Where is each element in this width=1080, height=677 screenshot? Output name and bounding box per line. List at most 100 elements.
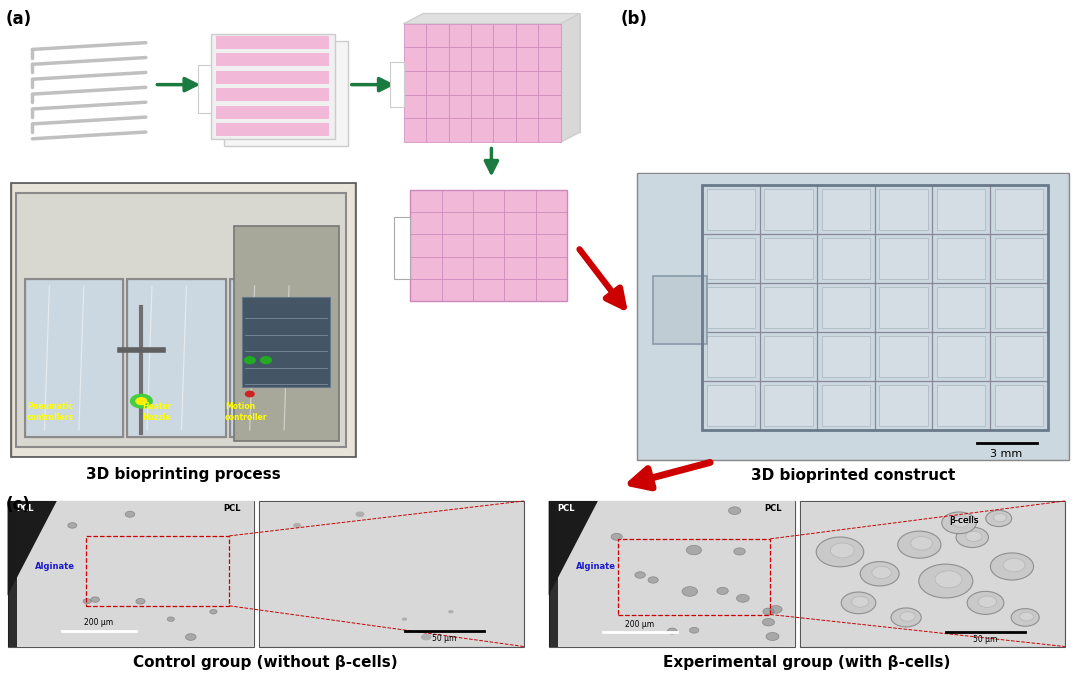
Bar: [516, 71, 538, 95]
Bar: [448, 47, 471, 71]
Bar: [410, 257, 442, 279]
Bar: [536, 190, 567, 212]
Bar: [242, 297, 330, 387]
Bar: [995, 238, 1043, 279]
Circle shape: [83, 598, 91, 604]
Circle shape: [293, 523, 301, 528]
Bar: [404, 47, 427, 71]
Bar: [390, 62, 404, 106]
Circle shape: [717, 587, 728, 594]
Bar: [759, 381, 818, 430]
Bar: [494, 47, 516, 71]
Bar: [211, 34, 335, 139]
Bar: [765, 336, 812, 377]
Bar: [410, 190, 567, 301]
Bar: [442, 234, 473, 257]
Bar: [822, 336, 870, 377]
Bar: [765, 385, 812, 426]
Text: 3D bioprinted construct: 3D bioprinted construct: [751, 468, 956, 483]
Bar: [233, 225, 339, 441]
Bar: [216, 71, 329, 84]
Circle shape: [648, 577, 658, 583]
Text: 50 μm: 50 μm: [432, 634, 457, 643]
Bar: [932, 381, 990, 430]
Bar: [538, 24, 561, 47]
Circle shape: [1003, 559, 1025, 572]
Circle shape: [1011, 609, 1039, 626]
Bar: [516, 47, 538, 71]
Circle shape: [68, 523, 77, 528]
Bar: [410, 234, 442, 257]
Circle shape: [897, 531, 941, 558]
Bar: [702, 185, 759, 234]
Circle shape: [136, 397, 147, 404]
Bar: [818, 332, 875, 381]
Text: (b): (b): [621, 10, 648, 28]
Text: PCL: PCL: [557, 504, 575, 513]
Circle shape: [816, 537, 864, 567]
Bar: [538, 71, 561, 95]
Bar: [13, 184, 354, 456]
Bar: [473, 212, 504, 234]
Polygon shape: [561, 14, 580, 142]
Bar: [536, 212, 567, 234]
Bar: [818, 234, 875, 283]
Bar: [442, 257, 473, 279]
Bar: [549, 501, 558, 647]
Bar: [410, 212, 442, 234]
Bar: [879, 385, 928, 426]
Circle shape: [186, 634, 197, 640]
Bar: [448, 95, 471, 118]
Text: Alginate: Alginate: [35, 562, 75, 571]
Bar: [216, 89, 329, 101]
Circle shape: [421, 634, 432, 640]
Circle shape: [852, 596, 869, 607]
Circle shape: [966, 531, 982, 542]
Circle shape: [762, 608, 774, 615]
Bar: [471, 71, 494, 95]
Bar: [504, 257, 536, 279]
Bar: [16, 193, 346, 447]
Text: Experimental group (with β-cells): Experimental group (with β-cells): [663, 655, 950, 670]
Circle shape: [994, 514, 1007, 522]
Bar: [932, 332, 990, 381]
Bar: [538, 95, 561, 118]
Bar: [216, 36, 329, 49]
Bar: [504, 279, 536, 301]
Circle shape: [1020, 612, 1034, 621]
Bar: [471, 95, 494, 118]
Text: 3 mm: 3 mm: [990, 449, 1023, 459]
Bar: [404, 95, 427, 118]
Bar: [801, 502, 1064, 646]
Bar: [260, 502, 523, 646]
Bar: [494, 95, 516, 118]
Circle shape: [686, 546, 702, 555]
Bar: [639, 174, 1067, 459]
Bar: [536, 234, 567, 257]
Bar: [230, 279, 328, 437]
Bar: [494, 24, 516, 47]
Circle shape: [729, 507, 741, 515]
Bar: [558, 501, 795, 647]
Text: 200 μm: 200 μm: [84, 618, 113, 627]
Bar: [995, 190, 1043, 230]
Bar: [8, 501, 254, 647]
Bar: [410, 190, 442, 212]
Bar: [706, 336, 755, 377]
Text: Alginate: Alginate: [576, 562, 616, 571]
Bar: [536, 257, 567, 279]
Circle shape: [841, 592, 876, 613]
Circle shape: [986, 510, 1012, 527]
Bar: [394, 217, 410, 279]
Circle shape: [131, 394, 152, 408]
Circle shape: [891, 608, 921, 627]
Bar: [818, 283, 875, 332]
Bar: [471, 47, 494, 71]
Text: PCL: PCL: [16, 504, 33, 513]
Bar: [516, 95, 538, 118]
Bar: [702, 332, 759, 381]
Circle shape: [689, 628, 699, 633]
Bar: [702, 381, 759, 430]
Bar: [937, 336, 985, 377]
Bar: [442, 190, 473, 212]
